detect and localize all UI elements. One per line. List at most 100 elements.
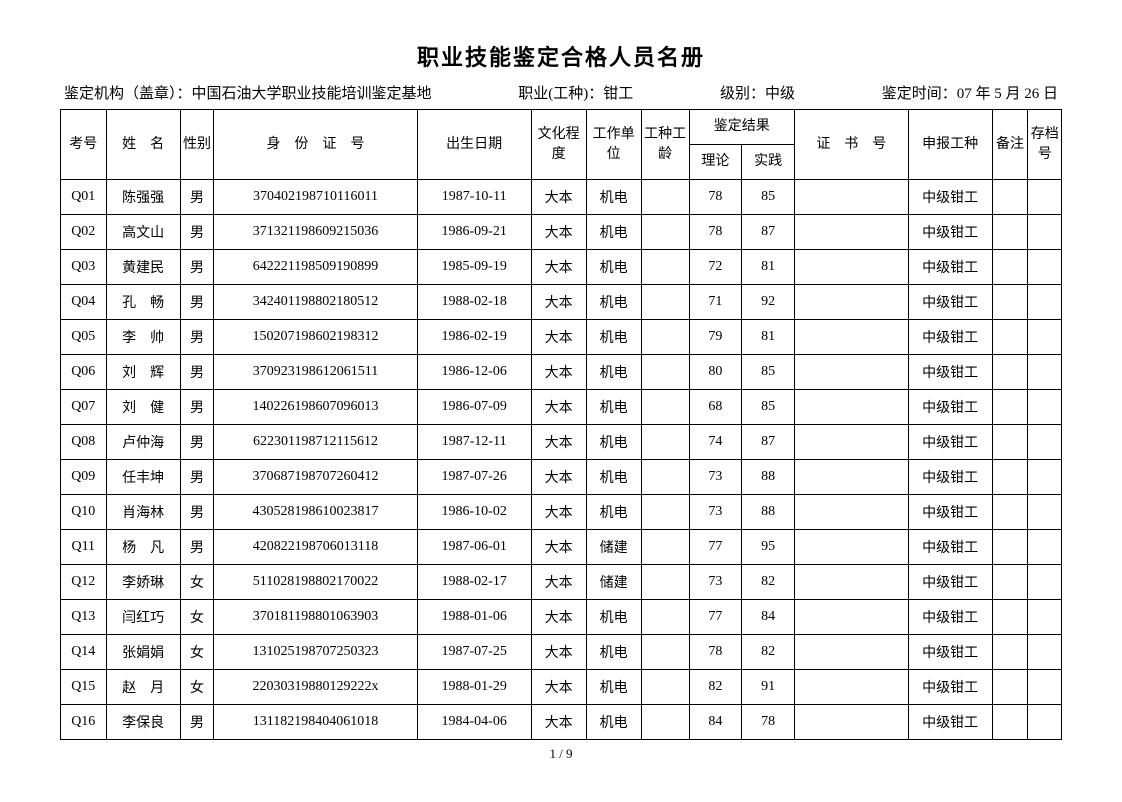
table-row: Q09任丰坤男3706871987072604121987-07-26大本机电7… (61, 460, 1062, 495)
cell-edu: 大本 (531, 250, 586, 285)
table-row: Q11杨 凡男4208221987060131181987-06-01大本储建7… (61, 530, 1062, 565)
cell-edu: 大本 (531, 600, 586, 635)
cell-age (641, 285, 689, 320)
cell-theory: 78 (689, 215, 742, 250)
cell-age (641, 390, 689, 425)
cell-exam-no: Q09 (61, 460, 107, 495)
cell-id: 622301198712115612 (214, 425, 418, 460)
meta-level-label: 级别： (720, 86, 765, 102)
cell-note (992, 390, 1028, 425)
cell-theory: 79 (689, 320, 742, 355)
cell-edu: 大本 (531, 495, 586, 530)
cell-exam-no: Q03 (61, 250, 107, 285)
cell-sex: 男 (180, 705, 214, 740)
cell-exam-no: Q13 (61, 600, 107, 635)
cell-apply: 中级钳工 (908, 705, 992, 740)
cell-unit: 机电 (586, 355, 641, 390)
cell-edu: 大本 (531, 635, 586, 670)
cell-name: 陈强强 (106, 180, 180, 215)
cell-name: 赵 月 (106, 670, 180, 705)
cell-practice: 88 (742, 460, 795, 495)
table-row: Q12李娇琳女5110281988021700221988-02-17大本储建7… (61, 565, 1062, 600)
cell-archive (1028, 425, 1062, 460)
cell-sex: 男 (180, 425, 214, 460)
cell-sex: 男 (180, 460, 214, 495)
cell-unit: 机电 (586, 635, 641, 670)
cell-note (992, 670, 1028, 705)
cell-exam-no: Q02 (61, 215, 107, 250)
cell-practice: 85 (742, 355, 795, 390)
cell-archive (1028, 530, 1062, 565)
cell-unit: 机电 (586, 495, 641, 530)
cell-note (992, 495, 1028, 530)
cell-birth: 1984-04-06 (417, 705, 531, 740)
cell-name: 刘 健 (106, 390, 180, 425)
cell-unit: 机电 (586, 390, 641, 425)
cell-note (992, 250, 1028, 285)
cell-apply: 中级钳工 (908, 530, 992, 565)
meta-date-label: 鉴定时间： (882, 86, 957, 102)
cell-apply: 中级钳工 (908, 565, 992, 600)
cell-name: 闫红巧 (106, 600, 180, 635)
meta-org-label: 鉴定机构（盖章）： (64, 86, 192, 102)
table-row: Q08卢仲海男6223011987121156121987-12-11大本机电7… (61, 425, 1062, 460)
cell-name: 张娟娟 (106, 635, 180, 670)
cell-edu: 大本 (531, 460, 586, 495)
cell-edu: 大本 (531, 390, 586, 425)
cell-practice: 87 (742, 215, 795, 250)
cell-note (992, 705, 1028, 740)
th-apply: 申报工种 (908, 110, 992, 180)
cell-theory: 74 (689, 425, 742, 460)
cell-exam-no: Q14 (61, 635, 107, 670)
cell-id: 131025198707250323 (214, 635, 418, 670)
page-title: 职业技能鉴定合格人员名册 (60, 40, 1062, 72)
cell-birth: 1987-07-25 (417, 635, 531, 670)
cell-name: 黄建民 (106, 250, 180, 285)
cell-archive (1028, 320, 1062, 355)
cell-name: 刘 辉 (106, 355, 180, 390)
meta-level-value: 中级 (765, 86, 795, 102)
cell-exam-no: Q07 (61, 390, 107, 425)
cell-apply: 中级钳工 (908, 425, 992, 460)
cell-archive (1028, 215, 1062, 250)
cell-cert (794, 670, 908, 705)
th-result: 鉴定结果 (689, 110, 794, 145)
cell-archive (1028, 565, 1062, 600)
cell-archive (1028, 635, 1062, 670)
cell-sex: 男 (180, 285, 214, 320)
cell-apply: 中级钳工 (908, 215, 992, 250)
cell-birth: 1986-07-09 (417, 390, 531, 425)
cell-age (641, 530, 689, 565)
cell-birth: 1987-07-26 (417, 460, 531, 495)
cell-theory: 78 (689, 635, 742, 670)
cell-sex: 男 (180, 215, 214, 250)
cell-age (641, 495, 689, 530)
cell-id: 511028198802170022 (214, 565, 418, 600)
cell-unit: 机电 (586, 425, 641, 460)
meta-date: 鉴定时间：07 年 5 月 26 日 (882, 82, 1058, 103)
cell-note (992, 355, 1028, 390)
cell-sex: 男 (180, 320, 214, 355)
cell-exam-no: Q08 (61, 425, 107, 460)
cell-birth: 1988-01-29 (417, 670, 531, 705)
cell-note (992, 635, 1028, 670)
cell-unit: 机电 (586, 670, 641, 705)
cell-age (641, 425, 689, 460)
cell-age (641, 565, 689, 600)
cell-apply: 中级钳工 (908, 635, 992, 670)
cell-exam-no: Q11 (61, 530, 107, 565)
cell-age (641, 215, 689, 250)
cell-theory: 73 (689, 495, 742, 530)
cell-practice: 82 (742, 565, 795, 600)
table-row: Q02高文山男3713211986092150361986-09-21大本机电7… (61, 215, 1062, 250)
cell-exam-no: Q01 (61, 180, 107, 215)
cell-age (641, 250, 689, 285)
meta-occ: 职业(工种)：钳工 (518, 82, 633, 103)
cell-id: 150207198602198312 (214, 320, 418, 355)
cell-archive (1028, 460, 1062, 495)
cell-apply: 中级钳工 (908, 495, 992, 530)
cell-practice: 85 (742, 390, 795, 425)
meta-occ-value: 钳工 (603, 86, 633, 102)
cell-theory: 82 (689, 670, 742, 705)
cell-practice: 82 (742, 635, 795, 670)
